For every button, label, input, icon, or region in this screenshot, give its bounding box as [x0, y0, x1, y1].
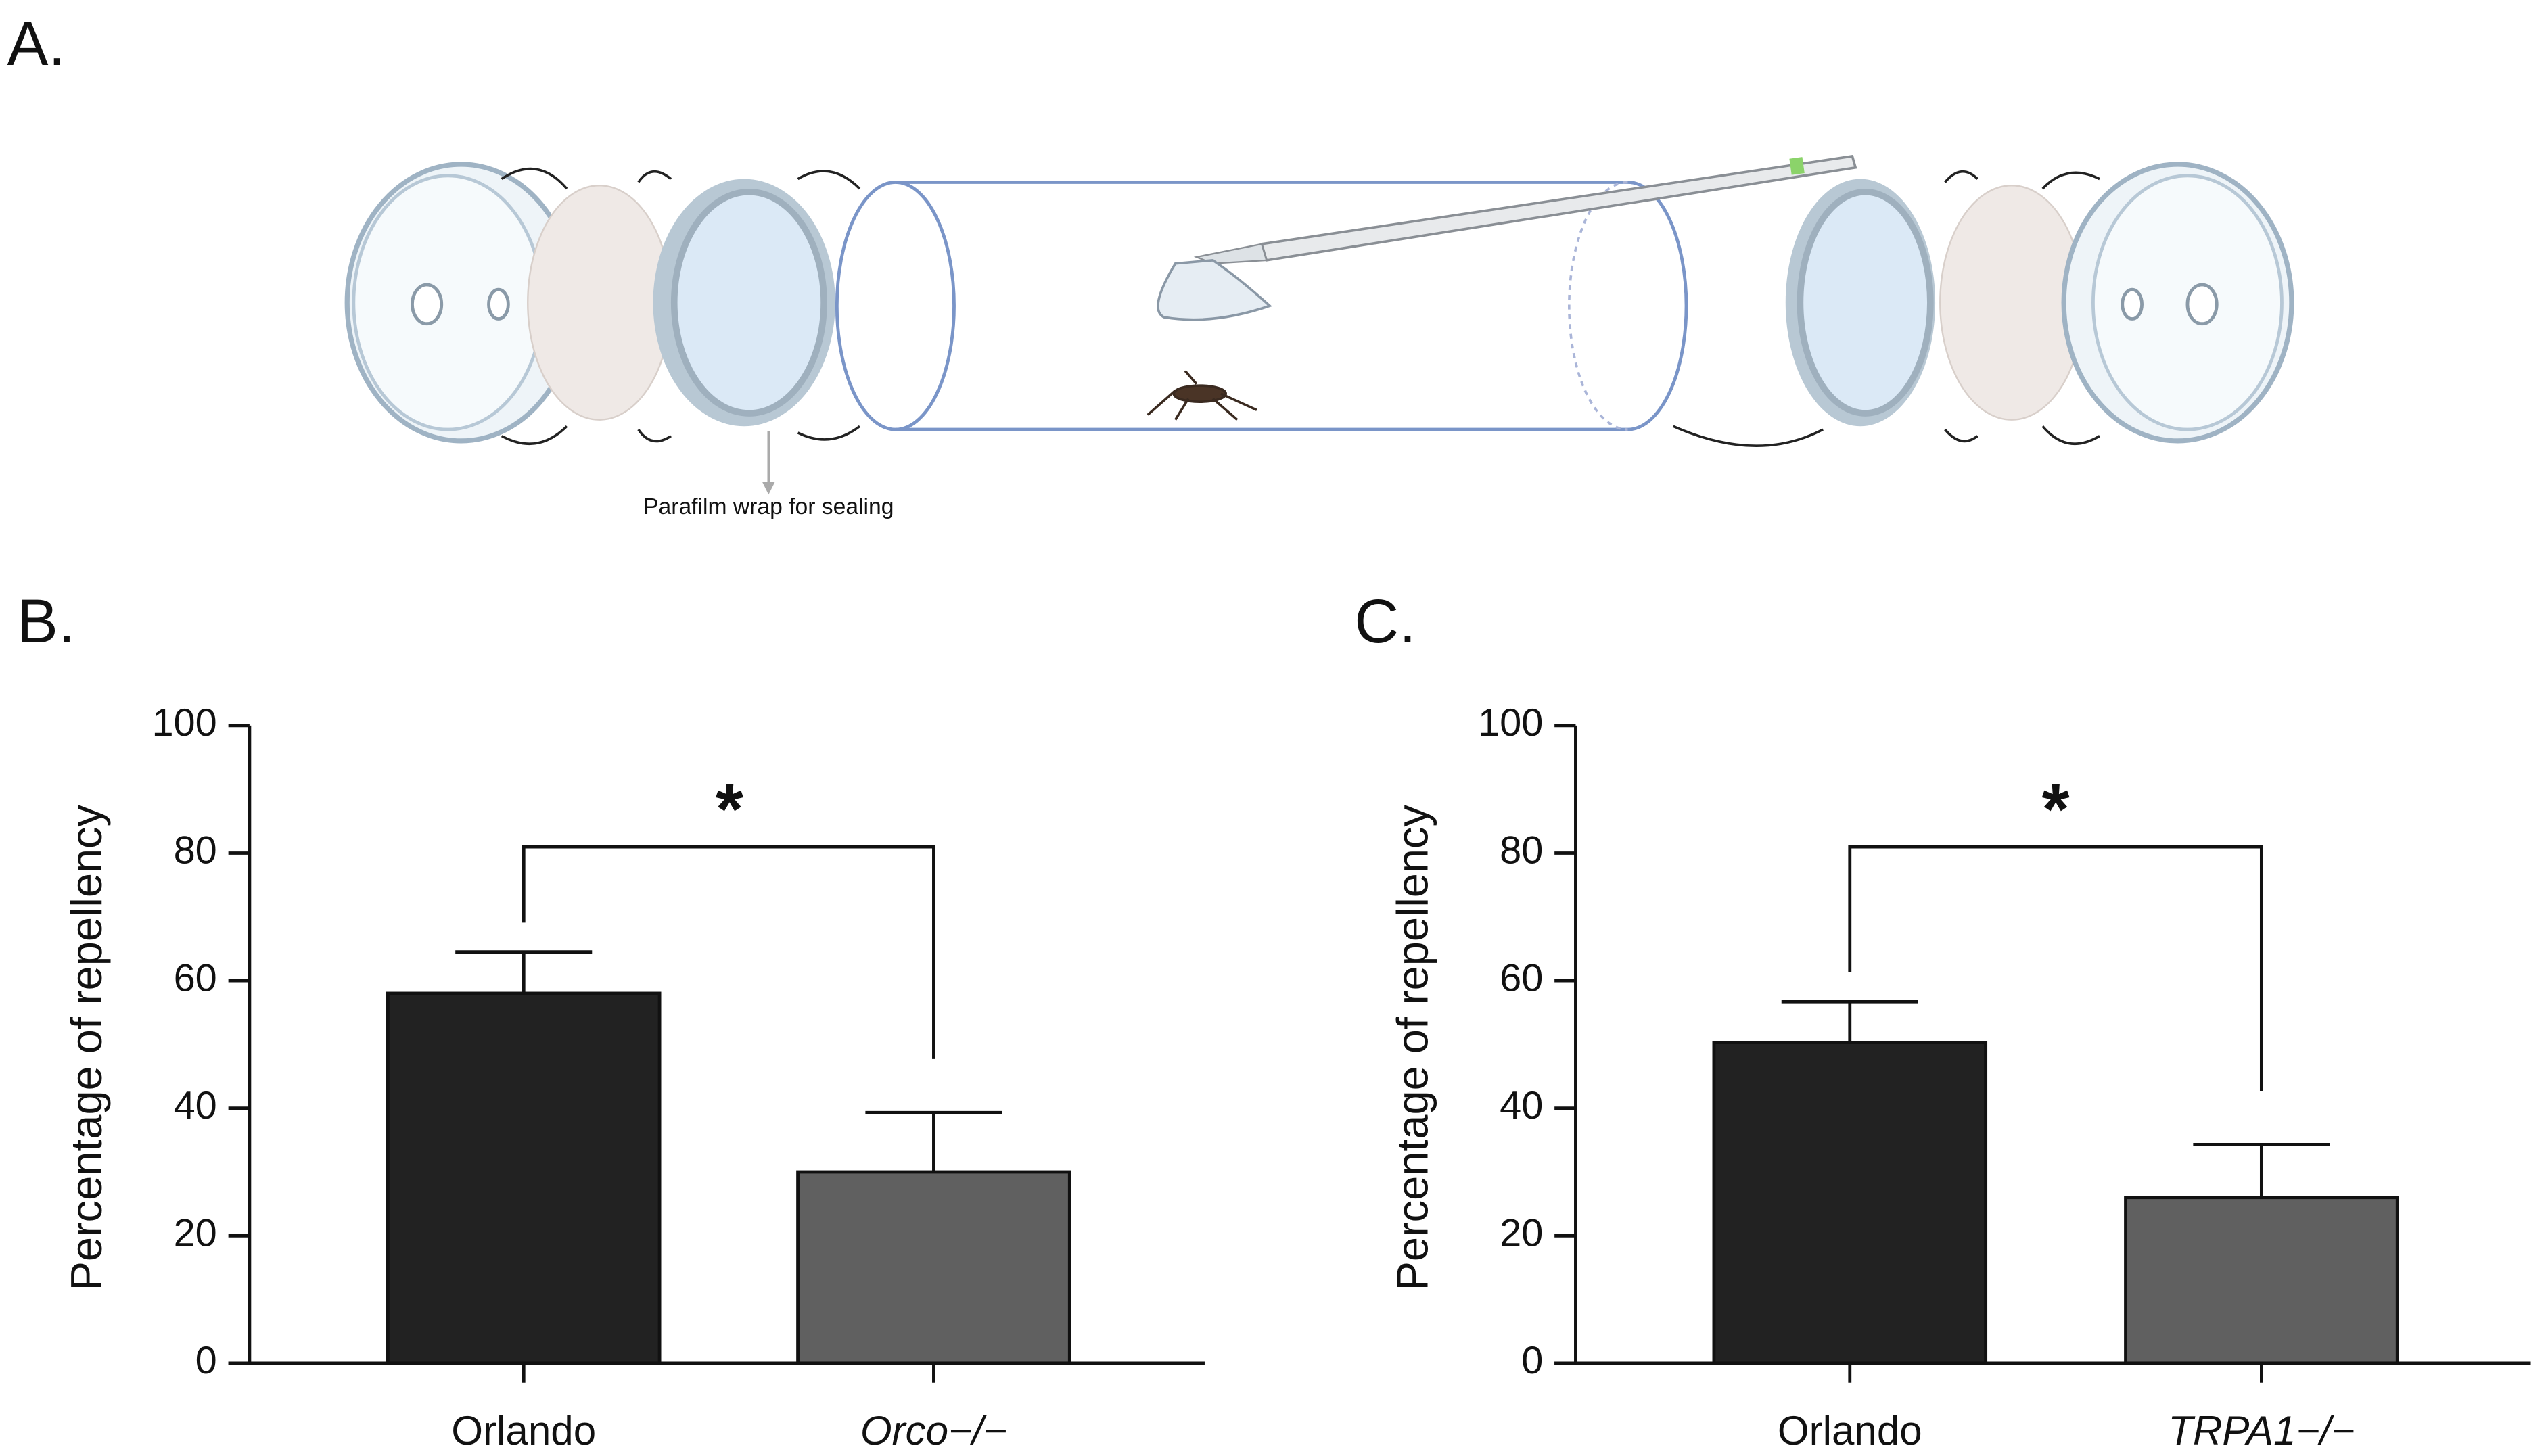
y-tick-label: 0 — [1521, 1339, 1543, 1382]
diagram-annotation: Parafilm wrap for sealing — [643, 494, 894, 519]
x-tick-label: Orco−/− — [860, 1408, 1007, 1453]
y-tick-label: 40 — [1500, 1084, 1543, 1127]
significance-bracket — [1848, 845, 2263, 1091]
significance-bracket — [522, 845, 935, 1059]
y-axis-label: Percentage of repellency — [1388, 804, 1437, 1290]
panel-label: B. — [17, 587, 75, 656]
y-axis-label: Percentage of repellency — [62, 804, 111, 1290]
y-tick-label: 20 — [1500, 1212, 1543, 1255]
y-tick-label: 60 — [1500, 956, 1543, 1000]
bar — [796, 1170, 1071, 1365]
panel-label: C. — [1354, 587, 1416, 656]
x-tick-label: Orlando — [1778, 1408, 1922, 1453]
assay-diagram: Parafilm wrap for sealing — [344, 154, 2294, 519]
y-tick-label: 40 — [174, 1084, 217, 1127]
bar — [2124, 1196, 2399, 1365]
x-tick-label: TRPA1−/− — [2168, 1408, 2355, 1453]
bar — [1712, 1041, 1988, 1365]
y-tick-label: 80 — [1500, 829, 1543, 872]
y-tick-label: 60 — [174, 956, 217, 1000]
significance-label: * — [716, 770, 744, 849]
panel-label: A. — [7, 9, 65, 78]
y-tick-label: 100 — [152, 701, 216, 745]
y-tick-label: 100 — [1478, 701, 1543, 745]
significance-label: * — [2041, 770, 2070, 849]
y-tick-label: 0 — [195, 1339, 217, 1382]
bar — [386, 991, 662, 1365]
x-tick-label: Orlando — [451, 1408, 596, 1453]
y-tick-label: 80 — [174, 829, 217, 872]
y-tick-label: 20 — [174, 1212, 217, 1255]
